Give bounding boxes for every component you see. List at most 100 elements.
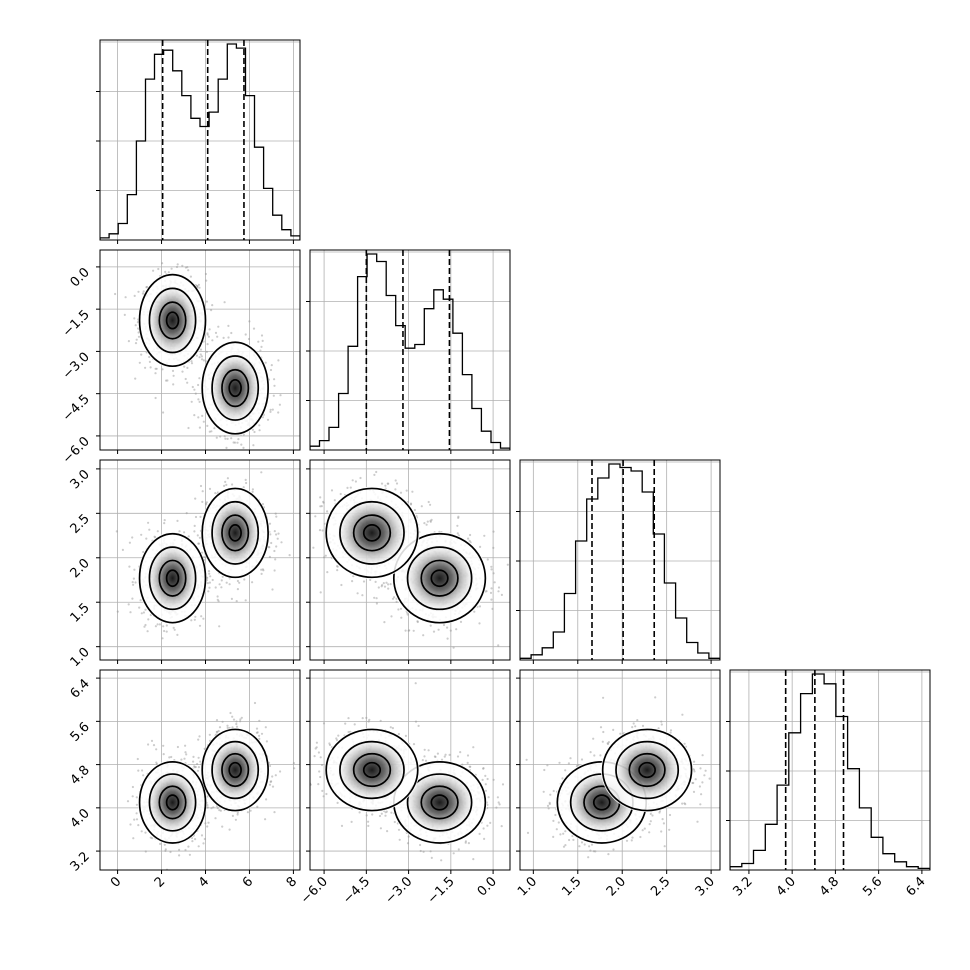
scatter-point [492,572,495,575]
scatter-point [207,821,210,824]
scatter-point [292,762,295,765]
scatter-point [511,616,513,618]
scatter-point [193,388,196,391]
scatter-point [237,438,240,441]
scatter-point [149,366,152,369]
scatter-point [155,367,158,370]
scatter-point [375,602,378,605]
scatter-point [261,339,264,342]
scatter-point [114,292,117,296]
scatter-point [394,479,397,482]
scatter-point [449,629,452,632]
scatter-point [183,531,186,534]
scatter-point [139,599,142,602]
scatter-point [156,530,159,533]
scatter-point [280,541,283,544]
scatter-point [193,618,196,621]
scatter-point [260,568,263,571]
y-tick-label: 2.5 [68,512,93,537]
scatter-point [261,568,264,571]
scatter-point [155,761,158,764]
scatter-point [144,850,147,853]
scatter-point [132,583,135,586]
density-blob [210,499,261,567]
scatter-point [275,545,278,548]
scatter-point [321,529,324,532]
scatter-point [213,454,215,456]
scatter-point [202,842,205,845]
scatter-point [413,508,416,512]
scatter-point [227,324,230,327]
scatter-point [416,620,419,623]
scatter-point [206,582,209,585]
contour-level-0 [201,341,269,435]
scatter-point [336,565,339,568]
scatter-point [127,603,130,606]
scatter-point [351,479,354,482]
scatter-point [218,583,221,586]
scatter-point [213,427,216,430]
scatter-point [203,837,206,841]
scatter-point [399,607,403,610]
scatter-point [176,633,179,637]
scatter-point [155,748,158,751]
scatter-point [377,586,380,589]
scatter-point [231,726,234,729]
scatter-point [390,615,393,618]
scatter-point [212,452,214,454]
scatter-point [211,304,214,307]
scatter-point [489,591,493,595]
scatter-point [323,556,326,559]
scatter-point [189,275,192,278]
scatter-point [138,361,141,364]
scatter-point [154,372,157,375]
scatter-point [273,530,276,533]
scatter-point [140,533,143,536]
scatter-point [137,327,140,330]
scatter-point [205,350,208,353]
contour-level-1 [148,546,197,611]
scatter-cloud [115,471,291,640]
scatter-point [222,336,225,339]
scatter-point [163,629,166,633]
scatter-point [169,850,172,854]
scatter-point [217,325,220,328]
scatter-point [479,545,482,549]
scatter-point [270,364,273,367]
scatter-point [506,563,509,566]
scatter-point [193,414,196,417]
scatter-point [164,270,167,273]
scatter-point [201,414,204,417]
scatter-point [266,418,270,421]
scatter-point [197,845,200,848]
scatter-point [230,331,233,335]
scatter-point [391,597,395,600]
histogram-step [310,253,510,450]
scatter-point [192,755,195,759]
scatter-point [383,621,386,624]
scatter-point [485,590,488,593]
contour-level-1 [211,355,260,421]
scatter-point [277,532,280,535]
scatter-point [198,356,201,359]
scatter-point [459,620,463,624]
scatter-point [432,630,436,633]
contour-level-2 [158,301,187,340]
scatter-point [373,473,376,476]
scatter-point [198,536,201,539]
scatter-point [202,359,205,362]
scatter-point [497,586,501,589]
scatter-point [224,437,227,440]
scatter-point [180,758,183,761]
scatter-point [144,623,147,627]
contour-level-1 [339,500,405,565]
scatter-point [206,804,209,807]
scatter-point [319,591,322,594]
scatter-point [133,818,136,821]
scatter-point [203,555,206,559]
scatter-point [163,522,166,525]
panel-3-0: 0 2 4 6 83.24.04.85.66.4 [68,669,301,891]
scatter-point [199,484,203,488]
scatter-point [178,854,181,857]
scatter-point [395,482,399,485]
